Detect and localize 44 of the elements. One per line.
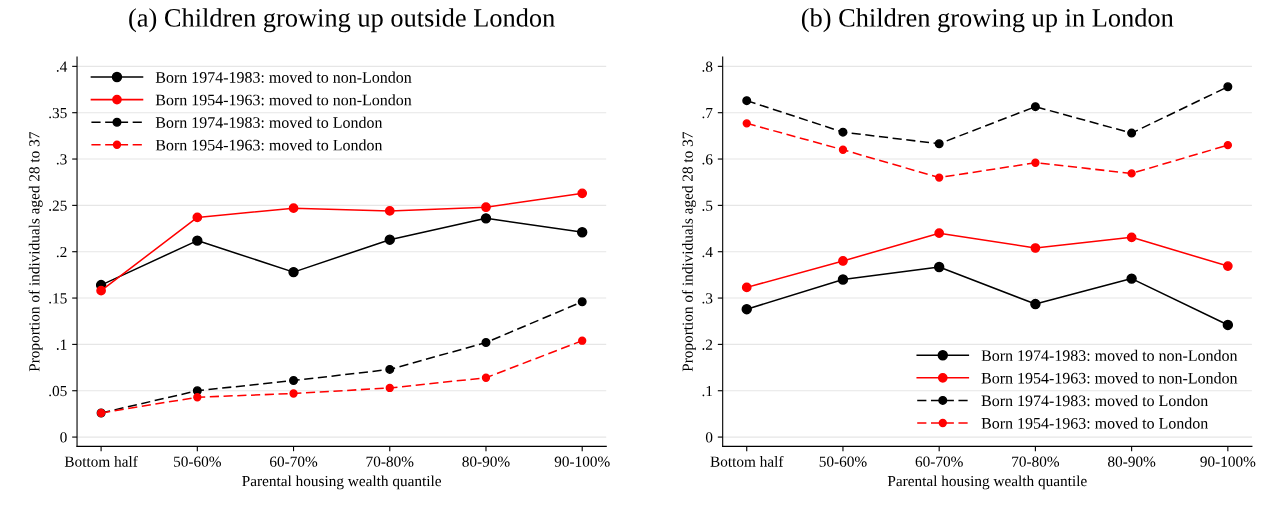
y-tick-label: .15 bbox=[49, 293, 67, 304]
y-tick-label: .25 bbox=[49, 200, 67, 211]
x-tick-label: 50-60% bbox=[174, 456, 221, 467]
chart-title: (b) Children growing up in London bbox=[801, 8, 1174, 33]
y-tick-label: .6 bbox=[702, 154, 713, 165]
x-tick-label: 80-90% bbox=[1108, 456, 1156, 467]
y-axis-title: Proportion of individuals aged 28 to 37 bbox=[28, 132, 43, 372]
y-tick-label: .2 bbox=[56, 246, 67, 258]
y-tick-label: .4 bbox=[56, 61, 68, 72]
legend-label: Born 1974-1983: moved to non-London bbox=[155, 71, 412, 83]
x-tick-label: 90-100% bbox=[554, 456, 610, 467]
x-axis-title: Parental housing wealth quantile bbox=[242, 475, 442, 490]
x-tick-label: 70-80% bbox=[1012, 456, 1060, 467]
y-tick-label: 0 bbox=[705, 432, 713, 443]
legend-label: Born 1974-1983: moved to London bbox=[155, 116, 383, 129]
y-tick-label: .35 bbox=[49, 107, 67, 119]
x-tick-label: Bottom half bbox=[64, 455, 138, 467]
y-tick-label: .3 bbox=[56, 154, 67, 165]
x-tick-label: 90-100% bbox=[1200, 456, 1256, 467]
legend-label: Born 1974-1983: moved to London bbox=[981, 394, 1209, 407]
y-tick-label: 0 bbox=[60, 432, 67, 443]
y-tick-label: .5 bbox=[702, 200, 713, 211]
y-tick-label: .05 bbox=[49, 385, 67, 397]
y-axis-title: Proportion of individuals aged 28 to 37 bbox=[681, 132, 696, 372]
x-tick-label: 80-90% bbox=[462, 456, 510, 467]
legend-label: Born 1954-1963: moved to non-London bbox=[981, 372, 1238, 384]
x-axis-title: Parental housing wealth quantile bbox=[887, 475, 1087, 490]
y-tick-label: .3 bbox=[702, 293, 713, 304]
x-tick-label: 70-80% bbox=[366, 456, 414, 467]
legend-label: Born 1954-1963: moved to London bbox=[981, 417, 1209, 429]
legend-label: Born 1954-1963: moved to London bbox=[155, 139, 383, 151]
chart-title: (a) Children growing up outside London bbox=[129, 8, 555, 33]
x-tick-label: 60-70% bbox=[915, 456, 963, 467]
x-tick-label: 60-70% bbox=[270, 456, 318, 467]
legend-label: Born 1974-1983: moved to non-London bbox=[981, 349, 1238, 362]
y-tick-label: .1 bbox=[702, 385, 713, 397]
x-tick-label: 50-60% bbox=[819, 456, 867, 467]
x-tick-label: Bottom half bbox=[710, 455, 784, 467]
y-tick-label: .1 bbox=[56, 339, 67, 350]
y-tick-label: .2 bbox=[702, 339, 713, 350]
y-tick-label: .7 bbox=[702, 107, 713, 119]
legend-label: Born 1954-1963: moved to non-London bbox=[155, 94, 412, 106]
y-tick-label: .8 bbox=[702, 61, 713, 72]
y-tick-label: .4 bbox=[702, 246, 713, 258]
